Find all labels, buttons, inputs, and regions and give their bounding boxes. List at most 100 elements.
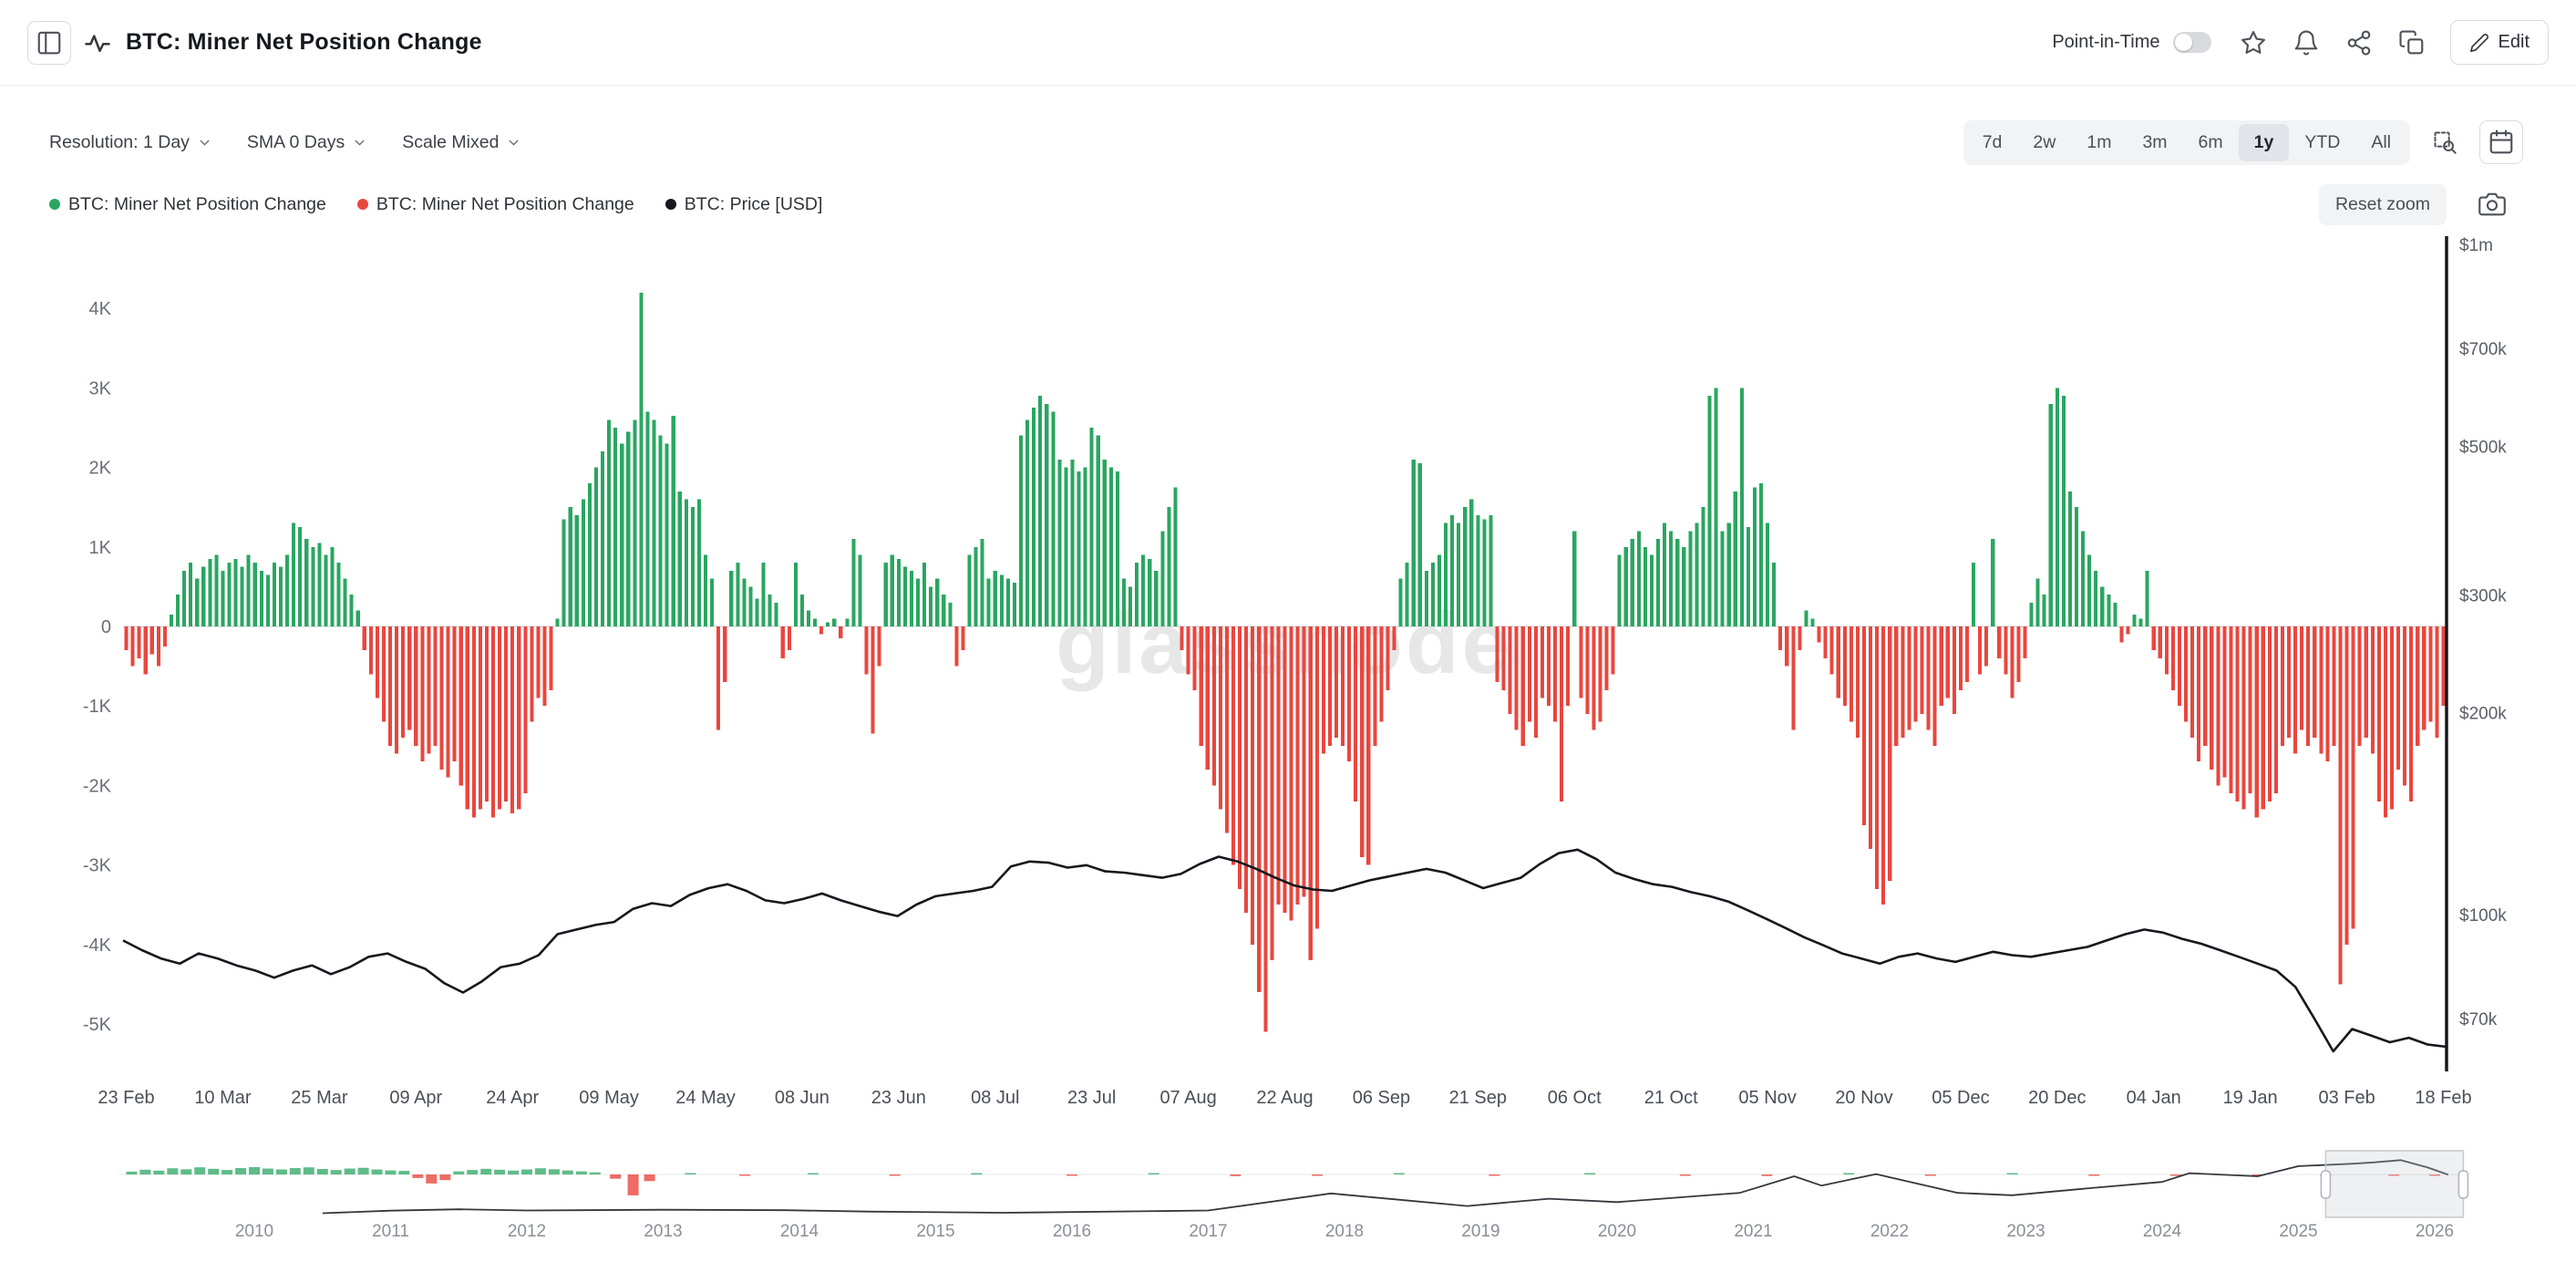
copy-button[interactable] <box>2390 21 2434 65</box>
scale-dropdown-label: Scale Mixed <box>402 131 500 152</box>
svg-text:23 Jun: 23 Jun <box>871 1088 926 1108</box>
zoom-area-icon <box>2434 131 2457 154</box>
svg-text:$1m: $1m <box>2459 236 2493 255</box>
legend-label: BTC: Price [USD] <box>684 193 823 214</box>
legend-item[interactable]: BTC: Miner Net Position Change <box>49 194 326 215</box>
toggle-knob <box>2174 34 2192 51</box>
navigator-bars <box>126 1166 2440 1195</box>
scale-dropdown[interactable]: Scale Mixed <box>402 132 521 153</box>
svg-text:2K: 2K <box>89 459 112 479</box>
bars-group <box>124 292 2446 1032</box>
svg-text:18 Feb: 18 Feb <box>2415 1088 2471 1108</box>
header: BTC: Miner Net Position Change Point-in-… <box>0 0 2576 86</box>
sidebar-toggle-button[interactable] <box>27 20 71 65</box>
svg-text:04 Jan: 04 Jan <box>2127 1088 2181 1108</box>
svg-text:$500k: $500k <box>2459 438 2507 457</box>
svg-text:08 Jun: 08 Jun <box>775 1088 829 1108</box>
svg-text:2026: 2026 <box>2416 1222 2454 1241</box>
camera-icon <box>2478 192 2506 216</box>
price-axis-labels: $1m $700k $500k $300k $200k $100k $70k <box>2459 236 2507 1029</box>
svg-text:21 Oct: 21 Oct <box>1644 1088 1698 1108</box>
svg-text:4K: 4K <box>89 299 112 319</box>
svg-text:19 Jan: 19 Jan <box>2223 1088 2278 1108</box>
range-button-1y[interactable]: 1y <box>2238 123 2290 161</box>
svg-text:2015: 2015 <box>916 1222 954 1241</box>
share-button[interactable] <box>2337 21 2381 65</box>
svg-text:2022: 2022 <box>1870 1222 1909 1241</box>
svg-text:2017: 2017 <box>1189 1222 1227 1241</box>
legend-dot <box>49 199 60 210</box>
page-title: BTC: Miner Net Position Change <box>126 29 482 55</box>
range-button-6m[interactable]: 6m <box>2183 124 2239 161</box>
alert-bell-button[interactable] <box>2284 21 2328 65</box>
svg-text:2012: 2012 <box>508 1222 546 1241</box>
svg-text:2023: 2023 <box>2006 1222 2045 1241</box>
bell-icon <box>2294 30 2317 55</box>
zoom-area-button[interactable] <box>2423 120 2467 164</box>
svg-text:20 Nov: 20 Nov <box>1835 1088 1892 1108</box>
svg-text:09 Apr: 09 Apr <box>389 1088 442 1108</box>
range-button-2w[interactable]: 2w <box>2017 124 2071 161</box>
panel-left-icon <box>37 31 61 54</box>
calendar-icon <box>2489 129 2513 154</box>
svg-text:25 Mar: 25 Mar <box>291 1088 348 1108</box>
chart-toolbar: Resolution: 1 Day SMA 0 Days Scale Mixed… <box>49 114 2523 171</box>
camera-button[interactable] <box>2470 182 2514 226</box>
svg-text:$70k: $70k <box>2459 1010 2498 1029</box>
navigator-handle-right[interactable] <box>2458 1170 2469 1199</box>
resolution-dropdown-label: Resolution: 1 Day <box>49 131 190 152</box>
main-chart[interactable]: glassnode4K3K2K1K0-1K-2K-3K-4K-5K$1m$700… <box>0 219 2576 1144</box>
navigator-price-line <box>322 1159 2449 1215</box>
navigator-handle-left[interactable] <box>2320 1170 2332 1199</box>
reset-zoom-button[interactable]: Reset zoom <box>2318 183 2447 225</box>
svg-text:05 Nov: 05 Nov <box>1738 1088 1796 1108</box>
svg-text:08 Jul: 08 Jul <box>971 1088 1019 1108</box>
legend-dot <box>665 199 676 210</box>
edit-button[interactable]: Edit <box>2449 20 2549 65</box>
chevron-down-icon <box>509 140 519 145</box>
legend-item[interactable]: BTC: Price [USD] <box>665 193 823 215</box>
svg-text:$100k: $100k <box>2459 906 2507 926</box>
range-button-ytd[interactable]: YTD <box>2289 124 2355 161</box>
point-in-time-toggle[interactable] <box>2172 32 2211 53</box>
svg-text:$200k: $200k <box>2459 705 2507 724</box>
range-button-all[interactable]: All <box>2355 124 2406 161</box>
favorite-star-button[interactable] <box>2231 21 2275 65</box>
svg-text:2010: 2010 <box>235 1222 273 1241</box>
range-button-3m[interactable]: 3m <box>2127 124 2182 161</box>
range-button-7d[interactable]: 7d <box>1967 124 2018 161</box>
svg-text:21 Sep: 21 Sep <box>1449 1088 1507 1108</box>
calendar-button[interactable] <box>2479 120 2523 164</box>
legend-item[interactable]: BTC: Miner Net Position Change <box>356 194 634 215</box>
svg-text:2013: 2013 <box>644 1222 682 1241</box>
svg-text:22 Aug: 22 Aug <box>1256 1088 1313 1108</box>
x-axis-labels: 23 Feb 10 Mar 25 Mar 09 Apr 24 Apr 09 May 24 M… <box>98 1088 2471 1108</box>
svg-text:2025: 2025 <box>2279 1222 2317 1241</box>
chevron-down-icon <box>355 140 365 145</box>
svg-text:07 Aug: 07 Aug <box>1159 1088 1216 1108</box>
svg-text:20 Dec: 20 Dec <box>2028 1088 2086 1108</box>
legend-dot <box>356 199 368 210</box>
metric-pulse-icon <box>84 29 111 57</box>
share-icon <box>2347 29 2370 56</box>
svg-text:0: 0 <box>101 617 111 637</box>
navigator-chart[interactable]: 2010 2011 2012 2013 2014 2015 2016 2017 2018 2019… <box>0 1144 2576 1262</box>
svg-text:23 Feb: 23 Feb <box>98 1088 154 1108</box>
sma-dropdown[interactable]: SMA 0 Days <box>247 132 367 153</box>
svg-text:09 May: 09 May <box>579 1088 639 1108</box>
point-in-time-label: Point-in-Time <box>2052 32 2160 52</box>
svg-text:-4K: -4K <box>83 936 112 956</box>
navigator-selection[interactable] <box>2324 1150 2465 1218</box>
svg-text:24 May: 24 May <box>675 1088 736 1108</box>
resolution-dropdown[interactable]: Resolution: 1 Day <box>49 132 212 153</box>
svg-text:23 Jul: 23 Jul <box>1067 1088 1116 1108</box>
svg-text:2024: 2024 <box>2143 1222 2182 1241</box>
sma-dropdown-label: SMA 0 Days <box>246 131 345 152</box>
svg-text:2018: 2018 <box>1325 1222 1364 1241</box>
svg-text:06 Oct: 06 Oct <box>1548 1088 1602 1108</box>
star-icon <box>2241 30 2265 54</box>
range-button-1m[interactable]: 1m <box>2071 124 2127 161</box>
legend-label: BTC: Miner Net Position Change <box>68 193 326 214</box>
pencil-icon <box>2469 33 2488 52</box>
